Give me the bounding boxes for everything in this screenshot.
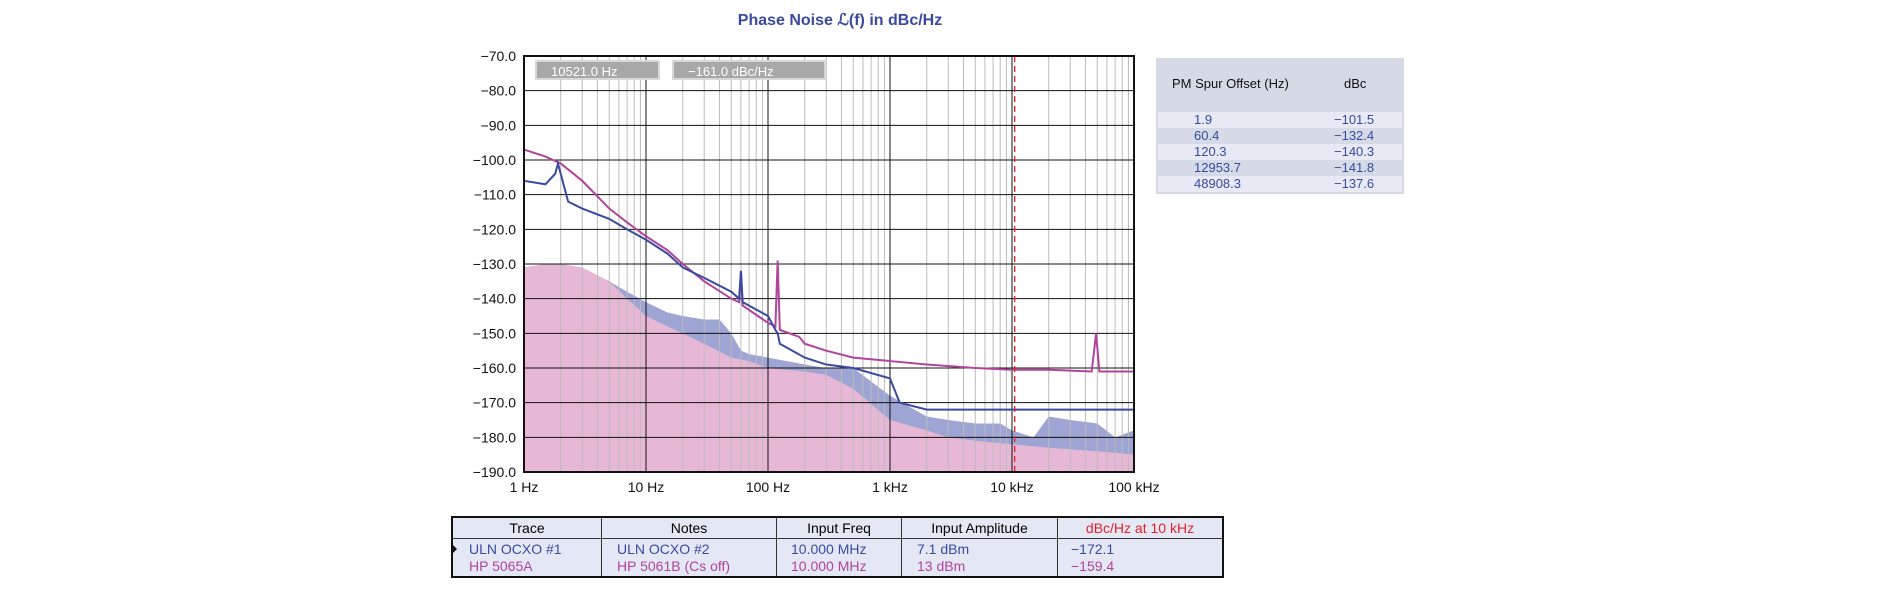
spur-offset: 48908.3: [1194, 176, 1241, 191]
spur-offset: 1.9: [1194, 112, 1213, 127]
x-tick-label: 1 kHz: [872, 479, 908, 495]
y-tick-label: −70.0: [481, 48, 517, 64]
x-tick-label: 10 Hz: [628, 479, 665, 495]
trace-table: Trace Notes Input Freq Input Amplitude d…: [451, 516, 1224, 578]
spur-table: PM Spur Offset (Hz) dBc 1.9 −101.5 60.4 −1…: [1156, 58, 1404, 194]
trace-dbc-10khz: −159.4: [1071, 558, 1115, 574]
y-tick-label: −110.0: [474, 187, 516, 203]
y-tick-label: −160.0: [473, 360, 516, 376]
y-tick-label: −90.0: [481, 117, 517, 133]
spur-dbc: −132.4: [1334, 128, 1375, 143]
trace-notes: ULN OCXO #2: [617, 541, 710, 557]
spur-row[interactable]: 48908.3 −137.6: [1158, 176, 1402, 192]
header-dbc-10khz: dBc/Hz at 10 kHz: [1058, 518, 1222, 539]
spur-offset-header: PM Spur Offset (Hz): [1172, 76, 1289, 91]
header-trace: Trace: [453, 518, 602, 539]
chart-title: Phase Noise ℒ(f) in dBc/Hz: [737, 12, 943, 29]
trace-name: HP 5065A: [469, 558, 533, 574]
spur-offset: 60.4: [1194, 128, 1220, 143]
cursor-level-readout: −161.0 dBc/Hz: [672, 60, 826, 80]
plot-border: [523, 55, 1135, 473]
y-tick-label: −80.0: [481, 83, 517, 99]
y-tick-label: −180.0: [473, 429, 516, 445]
trace-line-hp-5065a: [523, 148, 1134, 373]
spur-row[interactable]: 12953.7 −141.8: [1158, 160, 1402, 176]
cursor-frequency-readout: 10521.0 Hz: [535, 60, 660, 80]
y-tick-label: −100.0: [473, 152, 516, 168]
x-tick-label: 10 kHz: [990, 479, 1034, 495]
trace-notes: HP 5061B (Cs off): [617, 558, 731, 574]
header-input-amplitude: Input Amplitude: [902, 518, 1058, 539]
spur-row[interactable]: 120.3 −140.3: [1158, 144, 1402, 160]
y-tick-label: −170.0: [473, 395, 516, 411]
spur-offset: 12953.7: [1194, 160, 1241, 175]
spur-offset: 120.3: [1194, 144, 1227, 159]
trace-input-amplitude: 7.1 dBm: [917, 541, 970, 557]
x-tick-label: 100 kHz: [1108, 479, 1159, 495]
spur-dbc-header: dBc: [1344, 76, 1367, 91]
y-tick-label: −140.0: [473, 291, 516, 307]
spur-dbc: −137.6: [1334, 176, 1375, 191]
y-tick-label: −130.0: [473, 256, 516, 272]
header-input-freq: Input Freq: [777, 518, 902, 539]
trace-input-freq: 10.000 MHz: [791, 558, 867, 574]
y-tick-label: −150.0: [473, 325, 516, 341]
spur-dbc: −101.5: [1334, 112, 1375, 127]
x-tick-label: 100 Hz: [746, 479, 790, 495]
trace-dbc-10khz: −172.1: [1071, 541, 1115, 557]
y-tick-label: −120.0: [473, 221, 516, 237]
spur-row[interactable]: 1.9 −101.5: [1158, 112, 1402, 128]
spur-row[interactable]: 60.4 −132.4: [1158, 128, 1402, 144]
area-series-pink-overlay: [524, 264, 1134, 472]
row-selector-icon: [451, 543, 457, 555]
trace-line-uln-ocxo-1: [523, 159, 1134, 411]
trace-input-freq: 10.000 MHz: [791, 541, 867, 557]
y-tick-label: −190.0: [473, 464, 516, 480]
header-notes: Notes: [602, 518, 777, 539]
spur-dbc: −140.3: [1334, 144, 1375, 159]
x-tick-label: 1 Hz: [510, 479, 539, 495]
trace-name: ULN OCXO #1: [469, 541, 562, 557]
trace-input-amplitude: 13 dBm: [917, 558, 966, 574]
spur-dbc: −141.8: [1334, 160, 1375, 175]
